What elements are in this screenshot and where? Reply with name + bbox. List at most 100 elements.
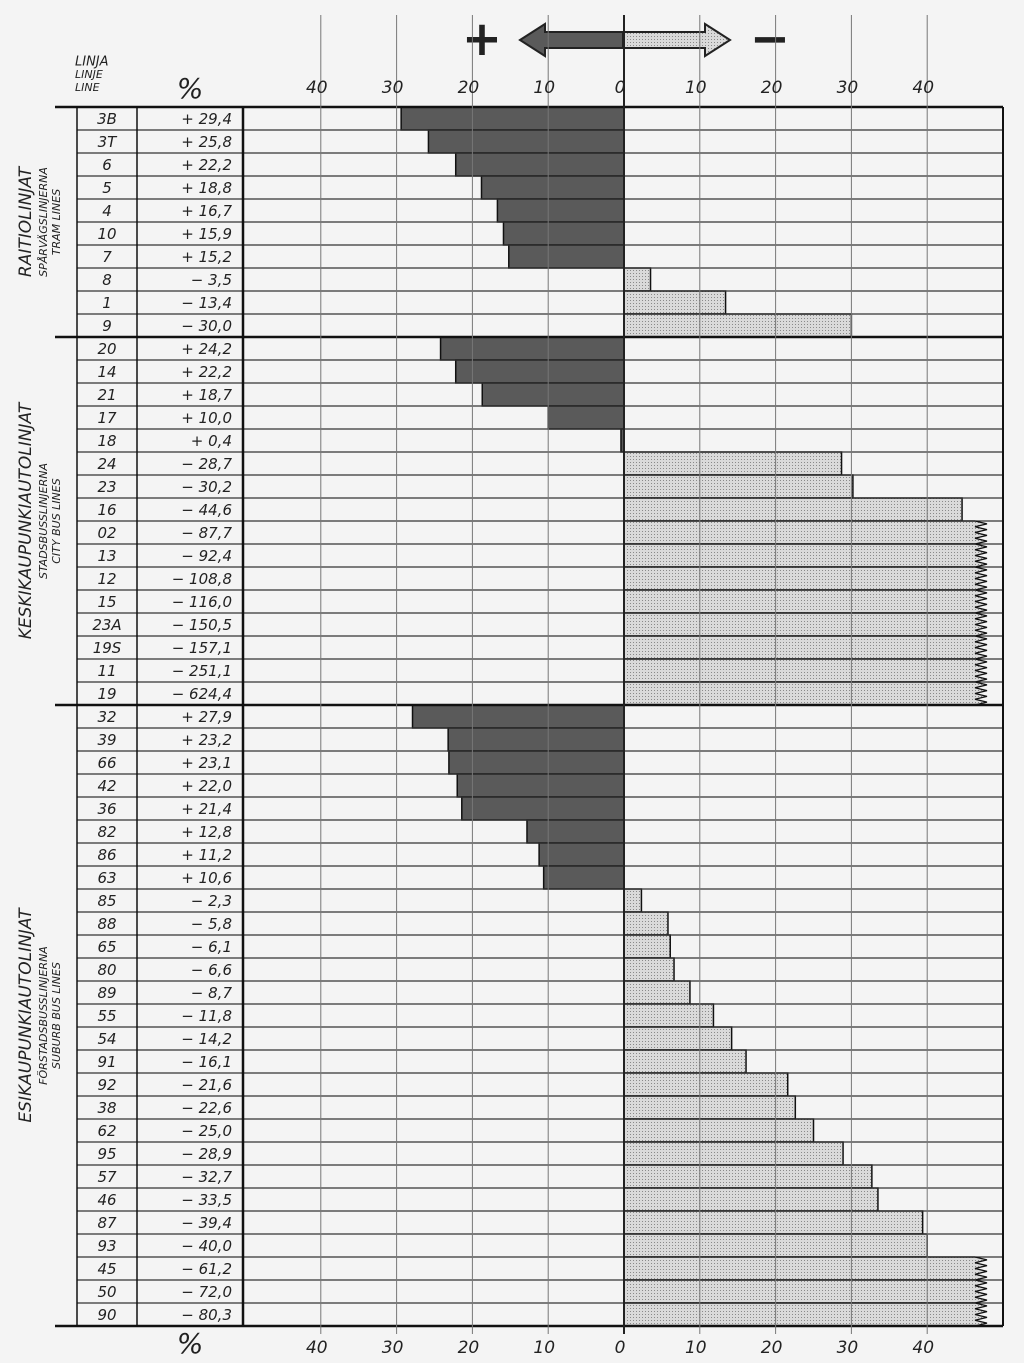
bar (623, 313, 853, 338)
header-line: LINE (75, 81, 100, 94)
line-label: 57 (97, 1168, 117, 1186)
value-label: + 22,2 (181, 363, 232, 381)
break-mark (974, 658, 988, 683)
bar (456, 773, 625, 798)
bar (623, 911, 669, 936)
line-label: 19S (93, 639, 122, 657)
line-label: 46 (97, 1191, 116, 1209)
line-label: 42 (97, 777, 116, 795)
bar (623, 497, 963, 522)
line-label: 3T (98, 133, 119, 151)
x-tick-label: 10 (533, 1338, 555, 1358)
value-label: − 13,4 (181, 294, 232, 312)
bar (448, 750, 625, 775)
value-label: + 23,1 (181, 754, 232, 772)
x-tick-label: 40 (912, 78, 934, 98)
value-label: − 116,0 (172, 593, 232, 611)
value-label: − 8,7 (191, 984, 233, 1002)
line-label: 17 (97, 409, 117, 427)
value-label: − 40,0 (181, 1237, 232, 1255)
group-label: KESKIKAUPUNKIAUTOLINJAT (16, 401, 36, 639)
line-label: 86 (97, 846, 116, 864)
line-label: 36 (97, 800, 116, 818)
x-tick-label: 20 (458, 78, 480, 98)
line-label: 20 (97, 340, 116, 358)
value-label: − 25,0 (181, 1122, 232, 1140)
header-line: LINJA (75, 55, 109, 70)
value-label: − 30,0 (181, 317, 232, 335)
value-label: + 22,2 (181, 156, 232, 174)
bar (480, 175, 625, 200)
bar (623, 1049, 747, 1074)
value-label: + 22,0 (181, 777, 232, 795)
line-label: 66 (97, 754, 116, 772)
line-label: 63 (97, 869, 116, 887)
bar (623, 1072, 789, 1097)
value-label: + 12,8 (181, 823, 232, 841)
group-label: ESIKAUPUNKIAUTOLINJAT (16, 907, 36, 1123)
plus-sign: + (462, 11, 502, 67)
bar (623, 543, 975, 568)
value-label: − 108,8 (172, 570, 232, 588)
value-label: − 251,1 (172, 662, 232, 680)
line-label: 16 (97, 501, 116, 519)
x-tick-label: 20 (458, 1338, 480, 1358)
group-label: SPÅRVÄGSLINJERNA (37, 167, 50, 277)
bar (454, 152, 625, 177)
value-label: + 29,4 (181, 110, 232, 128)
value-label: − 157,1 (172, 639, 232, 657)
value-label: − 5,8 (191, 915, 232, 933)
x-tick-label: 10 (685, 78, 707, 98)
bar (623, 1141, 844, 1166)
bar (623, 290, 727, 315)
x-tick-label: 0 (615, 1338, 626, 1358)
line-label: 15 (97, 593, 116, 611)
bar (496, 198, 625, 223)
bar (411, 704, 625, 729)
line-label: 12 (97, 570, 116, 588)
value-label: − 80,3 (181, 1306, 232, 1324)
line-label: 54 (97, 1030, 116, 1048)
line-label: 18 (97, 432, 116, 450)
bar (623, 635, 975, 660)
value-label: + 15,2 (181, 248, 232, 266)
bar (623, 474, 854, 499)
line-label: 19 (97, 685, 116, 703)
value-label: + 24,2 (181, 340, 232, 358)
value-label: − 44,6 (181, 501, 232, 519)
group-label: TRAM LINES (50, 189, 63, 255)
minus-sign: − (750, 11, 790, 67)
group-label: RAITIOLINJAT (16, 165, 36, 277)
bar (526, 819, 625, 844)
value-label: − 3,5 (191, 271, 232, 289)
break-mark (974, 1302, 988, 1327)
value-label: − 32,7 (181, 1168, 232, 1186)
value-label: − 16,1 (181, 1053, 232, 1071)
x-tick-label: 20 (761, 78, 783, 98)
value-label: − 33,5 (181, 1191, 232, 1209)
bars (400, 106, 975, 1327)
bar (623, 980, 691, 1005)
value-label: − 30,2 (181, 478, 232, 496)
bar (623, 888, 643, 913)
break-mark (974, 635, 988, 660)
bar (623, 566, 975, 591)
bar (400, 106, 625, 131)
value-label: − 61,2 (181, 1260, 232, 1278)
break-mark (974, 612, 988, 637)
line-label: 6 (102, 156, 112, 174)
line-label: 93 (97, 1237, 116, 1255)
value-label: − 6,6 (191, 961, 232, 979)
line-label: 23A (92, 616, 121, 634)
line-label: 82 (97, 823, 116, 841)
line-label: 39 (97, 731, 116, 749)
value-label: − 2,3 (191, 892, 232, 910)
line-label: 3B (97, 110, 117, 128)
bar (623, 1118, 815, 1143)
line-label: 90 (97, 1306, 116, 1324)
bar (623, 1302, 975, 1327)
group-label: CITY BUS LINES (50, 478, 63, 563)
line-label: 9 (102, 317, 112, 335)
value-label: − 39,4 (181, 1214, 232, 1232)
value-label: + 10,0 (181, 409, 232, 427)
